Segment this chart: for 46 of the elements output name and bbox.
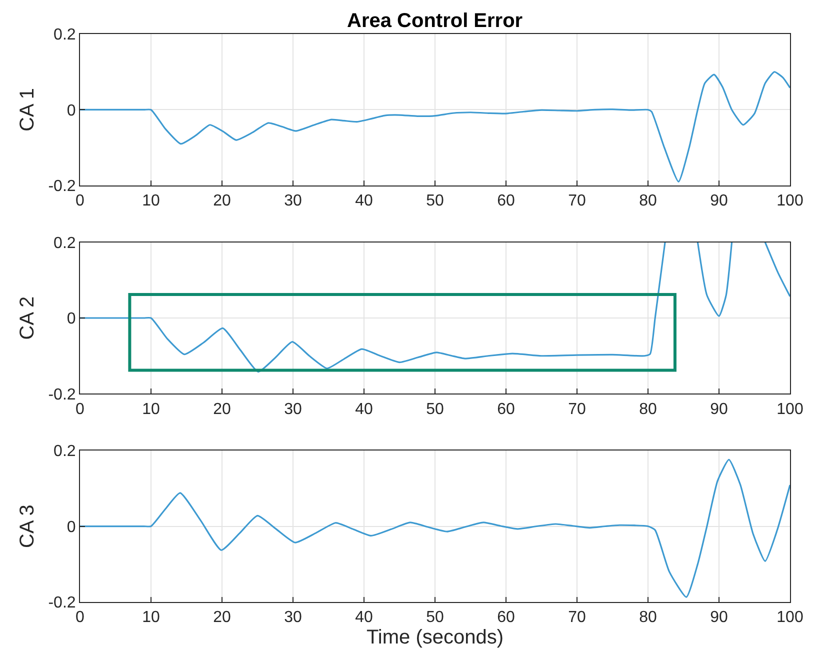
x-tick-label: 60 xyxy=(497,609,515,626)
y-tick-label: 0.2 xyxy=(54,234,76,252)
y-axis-title: CA 1 xyxy=(16,88,39,132)
x-tick-label: 40 xyxy=(355,400,373,418)
x-tick-label: 60 xyxy=(497,400,515,418)
x-tick-label: 50 xyxy=(426,400,444,418)
x-tick-label: 40 xyxy=(355,192,373,210)
x-axis-title: Time (seconds) xyxy=(366,626,504,649)
y-axis-title: CA 3 xyxy=(16,504,39,548)
x-tick-label: 70 xyxy=(568,609,586,626)
y-tick-label: -0.2 xyxy=(48,178,76,196)
y-tick-label: 0 xyxy=(66,518,76,536)
y-tick-label: -0.2 xyxy=(48,386,76,404)
chart-title: Area Control Error xyxy=(347,10,523,32)
y-tick-label: 0.2 xyxy=(54,443,76,460)
x-tick-label: 60 xyxy=(497,192,515,210)
x-tick-label: 20 xyxy=(213,192,231,210)
x-tick-label: 10 xyxy=(142,609,160,626)
x-tick-label: 100 xyxy=(776,192,804,210)
x-tick-label: 30 xyxy=(284,609,302,626)
y-tick-label: 0 xyxy=(66,310,76,328)
line-series xyxy=(80,71,790,182)
x-tick-label: 20 xyxy=(213,400,231,418)
x-tick-label: 50 xyxy=(426,192,444,210)
x-tick-label: 100 xyxy=(776,609,804,626)
x-tick-label: 50 xyxy=(426,609,444,626)
x-tick-label: 80 xyxy=(639,609,657,626)
x-tick-label: 10 xyxy=(142,192,160,210)
y-tick-label: -0.2 xyxy=(48,594,76,612)
y-tick-label: 0 xyxy=(66,102,76,120)
x-tick-label: 20 xyxy=(213,609,231,626)
x-tick-label: 40 xyxy=(355,609,373,626)
x-tick-label: 80 xyxy=(639,400,657,418)
y-tick-label: 0.2 xyxy=(54,26,76,44)
x-tick-label: 30 xyxy=(284,400,302,418)
x-tick-label: 90 xyxy=(710,400,728,418)
x-tick-label: 30 xyxy=(284,192,302,210)
x-tick-label: 90 xyxy=(710,609,728,626)
x-tick-label: 80 xyxy=(639,192,657,210)
y-axis-title: CA 2 xyxy=(16,296,39,340)
x-tick-label: 90 xyxy=(710,192,728,210)
x-tick-label: 70 xyxy=(568,400,586,418)
x-tick-label: 100 xyxy=(776,400,804,418)
x-tick-label: 10 xyxy=(142,400,160,418)
line-series xyxy=(80,458,790,598)
x-tick-label: 70 xyxy=(568,192,586,210)
